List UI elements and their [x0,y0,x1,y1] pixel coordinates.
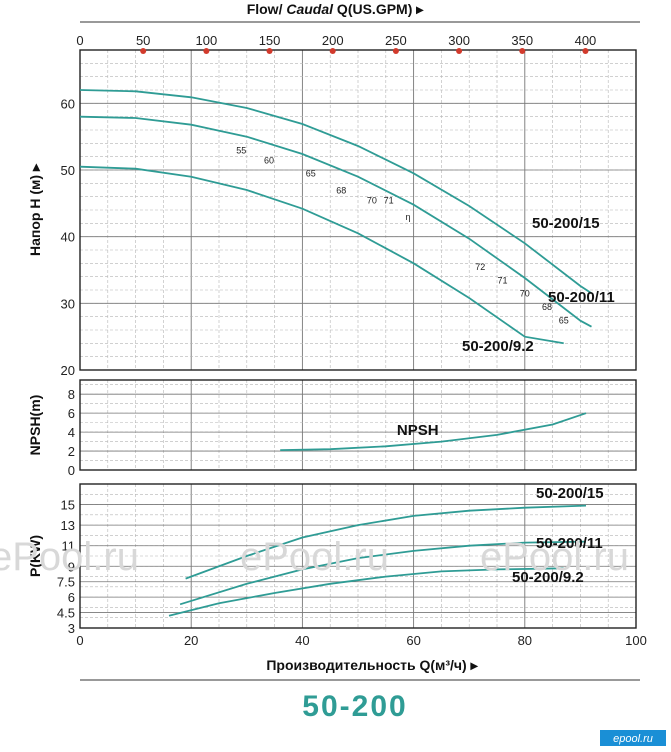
power-y-tick-label: 3 [68,621,75,636]
top-tick-label: 400 [575,33,597,48]
head-series-label: 50-200/9.2 [462,338,534,355]
npsh-y-tick-label: 0 [68,463,75,478]
efficiency-label: 68 [542,302,552,312]
head-y-tick-label: 20 [61,363,75,378]
power-y-tick-label: 6 [68,590,75,605]
npsh-y-tick-label: 4 [68,425,75,440]
efficiency-label: 70 [367,195,377,205]
top-tick-dot [329,48,336,54]
corner-brand-text: epool.ru [613,733,653,745]
efficiency-label: 65 [306,169,316,179]
top-tick-label: 200 [322,33,344,48]
head-series-line [79,115,592,328]
efficiency-label: 68 [336,185,346,195]
efficiency-label: 60 [264,155,274,165]
top-tick-label: 300 [448,33,470,48]
efficiency-label: 65 [559,315,569,325]
head-y-tick-label: 60 [61,96,75,111]
head-series-line [79,165,564,345]
power-y-tick-label: 15 [61,498,75,513]
top-tick-dot [203,48,210,54]
top-tick-label: 250 [385,33,407,48]
power-y-tick-label: 13 [61,518,75,533]
head-y-tick-label: 30 [61,296,75,311]
x-tick-label: 80 [518,633,532,648]
watermark-text: ePool.ru [0,535,139,579]
head-y-axis-label: Напор H (м) ▸ [27,163,43,256]
corner-brand: epool.ru [600,730,666,746]
top-tick-label: 50 [136,33,150,48]
watermark-group: ePool.ru ePool.ru ePool.ru [0,535,629,579]
power-series-label: 50-200/11 [536,535,603,552]
top-tick-dot [392,48,399,54]
watermark-text: ePool.ru [480,535,629,579]
efficiency-label: 71 [498,275,508,285]
power-y-axis-label: P(KW) [27,535,43,577]
head-series-label: 50-200/11 [548,289,615,306]
power-series-line [185,504,587,580]
efficiency-label: η [406,212,411,222]
top-tick-label: 350 [511,33,533,48]
head-series-line [79,89,592,295]
top-tick-dot [456,48,463,54]
x-tick-label: 0 [76,633,83,648]
power-frame [79,483,637,629]
watermark-text: ePool.ru [240,535,389,579]
x-tick-label: 40 [295,633,309,648]
head-y-tick-label: 40 [61,230,75,245]
top-axis-title-part: Flow/ [247,1,287,17]
npsh-y-tick-label: 6 [68,406,75,421]
npsh-series-line [280,412,587,451]
x-tick-label: 20 [184,633,198,648]
x-tick-label: 60 [406,633,420,648]
model-title: 50-200 [302,690,407,723]
top-axis-title-part: Caudal [286,1,334,17]
top-tick-label: 100 [196,33,218,48]
x-axis-title: Производительность Q(м³/ч) ▸ [266,657,478,673]
top-axis-title-part: Q(US.GPM) ▸ [333,1,424,17]
power-y-tick-label: 7.5 [57,575,75,590]
top-tick-label: 0 [76,33,83,48]
npsh-series-label: NPSH [397,422,439,439]
power-y-tick-label: 4.5 [57,606,75,621]
npsh-y-tick-label: 8 [68,387,75,402]
top-tick-dot [266,48,273,54]
head-frame [79,49,637,371]
top-axis-title: Flow/ Caudal Q(US.GPM) ▸ [247,1,425,17]
x-tick-label: 100 [625,633,647,648]
power-series-label: 50-200/9.2 [512,569,584,586]
head-series-label: 50-200/15 [532,215,600,232]
top-tick-label: 150 [259,33,281,48]
power-y-tick-label: 9 [68,559,75,574]
top-tick-dot [582,48,589,54]
efficiency-label: 71 [384,195,394,205]
top-tick-dot [140,48,147,54]
npsh-y-tick-label: 2 [68,444,75,459]
power-series-label: 50-200/15 [536,485,604,502]
top-tick-dot [519,48,526,54]
efficiency-label: 55 [236,145,246,155]
power-series-line [179,540,587,606]
efficiency-label: 72 [475,262,485,272]
power-y-tick-label: 11 [62,539,76,554]
efficiency-label: 70 [520,289,530,299]
head-y-tick-label: 50 [61,163,75,178]
npsh-y-axis-label: NPSH(m) [27,395,43,456]
power-series-line [168,567,564,617]
npsh-frame [79,379,637,471]
